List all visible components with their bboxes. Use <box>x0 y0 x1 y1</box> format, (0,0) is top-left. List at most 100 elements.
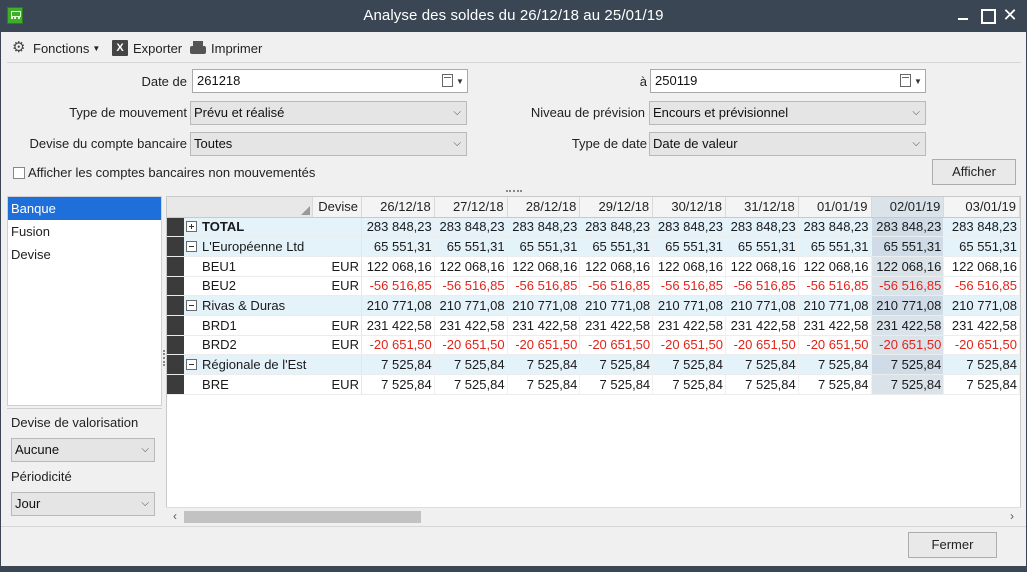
balance-cell[interactable]: 65 551,31 <box>361 236 435 257</box>
balance-cell[interactable]: 231 422,58 <box>361 315 435 336</box>
column-header-date[interactable]: 27/12/18 <box>434 197 508 218</box>
balance-cell[interactable]: 65 551,31 <box>652 236 726 257</box>
balance-cell[interactable]: -20 651,50 <box>652 335 726 356</box>
balance-cell[interactable]: -56 516,85 <box>361 276 435 297</box>
balance-cell[interactable]: 7 525,84 <box>652 354 726 375</box>
balance-cell[interactable]: 283 848,23 <box>434 217 508 238</box>
balance-cell[interactable]: -20 651,50 <box>507 335 581 356</box>
balance-cell[interactable]: 122 068,16 <box>798 256 872 277</box>
balance-cell[interactable]: 7 525,84 <box>507 374 581 395</box>
devise-compte-select[interactable]: Toutes ⌵ <box>190 132 467 156</box>
grouping-item-fusion[interactable]: Fusion <box>11 224 51 239</box>
minimize-button[interactable] <box>952 5 974 25</box>
balance-cell[interactable]: 7 525,84 <box>871 374 945 395</box>
balance-cell[interactable]: 210 771,08 <box>579 295 654 316</box>
balance-cell[interactable]: 7 525,84 <box>871 354 945 375</box>
balance-cell[interactable]: -56 516,85 <box>579 276 654 297</box>
balance-cell[interactable]: 210 771,08 <box>652 295 726 316</box>
balance-cell[interactable]: 7 525,84 <box>725 354 799 375</box>
balance-cell[interactable]: 283 848,23 <box>871 217 945 238</box>
balance-cell[interactable]: 231 422,58 <box>871 315 945 336</box>
collapse-icon[interactable] <box>186 359 198 371</box>
balance-cell[interactable]: 231 422,58 <box>652 315 726 336</box>
balance-cell[interactable]: 231 422,58 <box>798 315 872 336</box>
balance-cell[interactable]: -56 516,85 <box>652 276 726 297</box>
balance-cell[interactable]: 65 551,31 <box>725 236 799 257</box>
balance-cell[interactable]: 210 771,08 <box>871 295 945 316</box>
row-indicator[interactable] <box>167 217 185 238</box>
balance-cell[interactable]: 122 068,16 <box>943 256 1020 277</box>
imprimer-button[interactable]: Imprimer <box>190 39 262 57</box>
balance-cell[interactable]: 122 068,16 <box>652 256 726 277</box>
expand-icon[interactable] <box>186 221 198 233</box>
balance-cell[interactable]: 65 551,31 <box>434 236 508 257</box>
fonctions-menu[interactable]: ⚙ Fonctions ▼ <box>12 39 100 57</box>
account-row[interactable]: BRD1 EUR 231 422,58 231 422,58 231 422,58 231… <box>167 315 1020 336</box>
balance-cell[interactable]: 7 525,84 <box>798 354 872 375</box>
fermer-button[interactable]: Fermer <box>908 532 997 558</box>
splitter-handle[interactable] <box>163 350 165 366</box>
balance-cell[interactable]: 122 068,16 <box>871 256 945 277</box>
niveau-prevision-select[interactable]: Encours et prévisionnel ⌵ <box>649 101 926 125</box>
date-de-input[interactable]: 261218 ▼ <box>192 69 468 93</box>
periodicite-select[interactable]: Jour ⌵ <box>11 492 155 516</box>
balance-cell[interactable]: 210 771,08 <box>434 295 508 316</box>
balance-cell[interactable]: 122 068,16 <box>507 256 581 277</box>
balance-cell[interactable]: 65 551,31 <box>798 236 872 257</box>
group-row[interactable]: Régionale de l'Est 7 525,84 7 525,84 7 525,… <box>167 354 1020 375</box>
total-row[interactable]: TOTAL 283 848,23 283 848,23 283 848,23 283 8… <box>167 217 1020 238</box>
collapse-icon[interactable] <box>186 300 198 312</box>
balance-cell[interactable]: 65 551,31 <box>579 236 654 257</box>
close-button[interactable]: ✕ <box>999 5 1021 25</box>
exporter-button[interactable]: X Exporter <box>112 39 182 57</box>
splitter-handle[interactable] <box>506 190 522 194</box>
balance-cell[interactable]: -20 651,50 <box>798 335 872 356</box>
balance-cell[interactable]: 283 848,23 <box>798 217 872 238</box>
account-row[interactable]: BEU2 EUR -56 516,85 -56 516,85 -56 516,85 -56… <box>167 276 1020 297</box>
balance-cell[interactable]: 7 525,84 <box>361 374 435 395</box>
balance-cell[interactable]: 7 525,84 <box>361 354 435 375</box>
column-header-devise[interactable]: Devise <box>312 197 362 218</box>
balance-cell[interactable]: 7 525,84 <box>943 374 1020 395</box>
balance-cell[interactable]: 7 525,84 <box>652 374 726 395</box>
balance-cell[interactable]: 231 422,58 <box>943 315 1020 336</box>
column-header-date[interactable]: 03/01/19 <box>943 197 1020 218</box>
account-row[interactable]: BRE EUR 7 525,84 7 525,84 7 525,84 7 525,84 7 … <box>167 374 1020 395</box>
balance-cell[interactable]: -20 651,50 <box>943 335 1020 356</box>
group-row[interactable]: Rivas & Duras 210 771,08 210 771,08 210 771… <box>167 295 1020 316</box>
balance-cell[interactable]: 283 848,23 <box>579 217 654 238</box>
balance-cell[interactable]: -20 651,50 <box>434 335 508 356</box>
column-header-date[interactable]: 30/12/18 <box>652 197 726 218</box>
balance-cell[interactable]: 231 422,58 <box>507 315 581 336</box>
devise-valorisation-select[interactable]: Aucune ⌵ <box>11 438 155 462</box>
column-header-date[interactable]: 02/01/19 <box>871 197 945 218</box>
chevron-down-icon[interactable]: ▼ <box>914 77 922 86</box>
balance-cell[interactable]: 210 771,08 <box>798 295 872 316</box>
balance-cell[interactable]: 65 551,31 <box>943 236 1020 257</box>
balance-cell[interactable]: 210 771,08 <box>943 295 1020 316</box>
row-indicator[interactable] <box>167 335 185 356</box>
row-indicator[interactable] <box>167 295 185 316</box>
balance-cell[interactable]: 7 525,84 <box>579 374 654 395</box>
balance-cell[interactable]: -56 516,85 <box>871 276 945 297</box>
balance-cell[interactable]: -56 516,85 <box>798 276 872 297</box>
balance-cell[interactable]: 122 068,16 <box>434 256 508 277</box>
balance-cell[interactable]: 7 525,84 <box>725 374 799 395</box>
row-indicator[interactable] <box>167 276 185 297</box>
balance-cell[interactable]: 231 422,58 <box>579 315 654 336</box>
grouping-item-devise[interactable]: Devise <box>11 247 51 262</box>
balance-cell[interactable]: 7 525,84 <box>579 354 654 375</box>
column-header-date[interactable]: 29/12/18 <box>579 197 654 218</box>
chevron-down-icon[interactable]: ▼ <box>456 77 464 86</box>
scroll-left-icon[interactable]: ‹ <box>173 509 177 523</box>
balance-cell[interactable]: 210 771,08 <box>361 295 435 316</box>
balance-cell[interactable]: 231 422,58 <box>725 315 799 336</box>
type-date-select[interactable]: Date de valeur ⌵ <box>649 132 926 156</box>
balance-cell[interactable]: -20 651,50 <box>725 335 799 356</box>
horizontal-scrollbar[interactable]: ‹ › <box>166 507 1021 526</box>
balance-cell[interactable]: 283 848,23 <box>943 217 1020 238</box>
balance-cell[interactable]: -56 516,85 <box>434 276 508 297</box>
balance-cell[interactable]: 7 525,84 <box>434 374 508 395</box>
balance-cell[interactable]: 283 848,23 <box>507 217 581 238</box>
balance-cell[interactable]: -20 651,50 <box>361 335 435 356</box>
